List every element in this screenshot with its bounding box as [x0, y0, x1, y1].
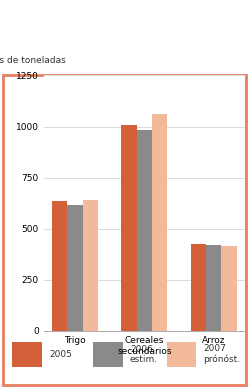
Bar — [122, 125, 137, 331]
Bar — [152, 114, 167, 331]
Text: Figura 1: Figura 1 — [11, 14, 70, 27]
Bar — [206, 245, 222, 331]
Text: de cereales: de cereales — [11, 51, 84, 65]
Bar — [12, 342, 42, 367]
Text: 2006
estim.: 2006 estim. — [130, 344, 158, 364]
Text: 2007
prónóst.: 2007 prónóst. — [204, 344, 240, 364]
Bar — [191, 244, 206, 331]
Bar — [137, 130, 152, 331]
Bar — [93, 342, 122, 367]
Text: 2005: 2005 — [49, 350, 72, 359]
Text: . Producción mundial: . Producción mundial — [145, 14, 250, 27]
Bar — [82, 200, 98, 331]
Bar — [52, 201, 67, 331]
Bar — [167, 342, 196, 367]
Bar — [67, 205, 82, 331]
Bar — [222, 246, 237, 331]
Text: Millones de toneladas: Millones de toneladas — [0, 56, 66, 65]
